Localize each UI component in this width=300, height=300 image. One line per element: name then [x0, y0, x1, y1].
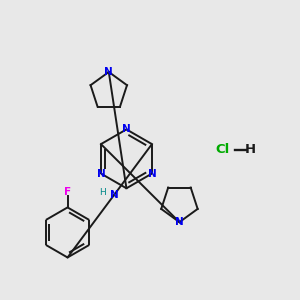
Text: N: N [148, 169, 156, 178]
Text: N: N [97, 169, 105, 178]
Text: F: F [64, 187, 71, 197]
Text: N: N [104, 67, 113, 77]
Text: H: H [245, 143, 256, 157]
Text: N: N [175, 217, 184, 227]
Text: H: H [99, 188, 106, 197]
Text: N: N [122, 124, 131, 134]
Text: N: N [110, 190, 118, 200]
Text: Cl: Cl [215, 143, 229, 157]
